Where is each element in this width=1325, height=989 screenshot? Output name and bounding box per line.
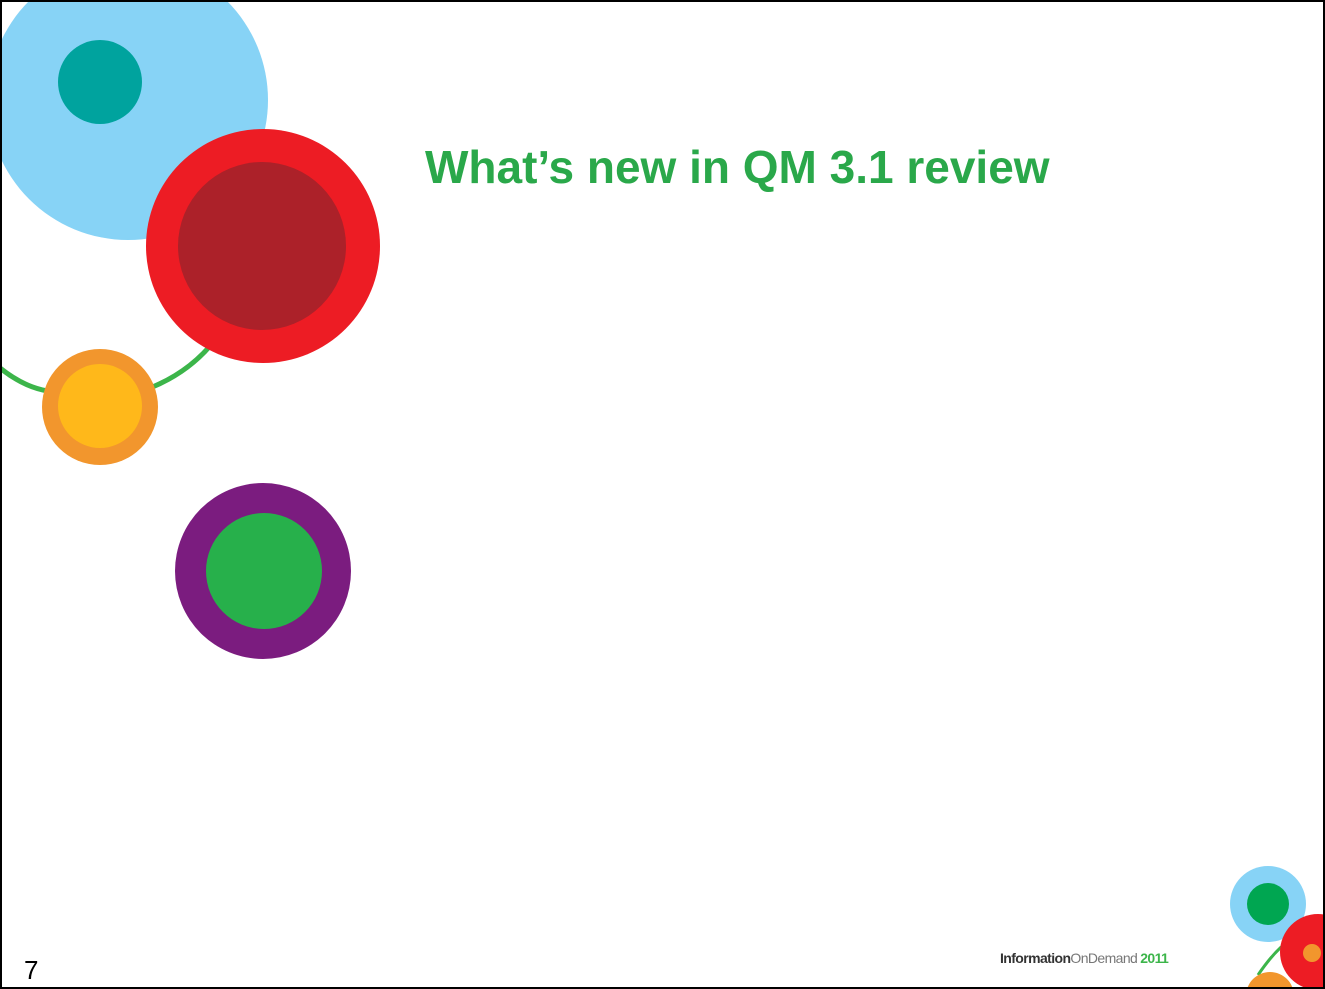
logo-orange-dot xyxy=(1303,944,1321,962)
logo-green-circle xyxy=(1247,883,1289,925)
slide: What’s new in QM 3.1 review 7 Informatio… xyxy=(0,0,1325,989)
dark-red-circle xyxy=(178,162,346,330)
green-circle xyxy=(206,513,322,629)
page-number: 7 xyxy=(24,955,38,985)
teal-circle xyxy=(58,40,142,124)
logo-part: OnDemand xyxy=(1070,950,1137,966)
yellow-circle xyxy=(58,364,142,448)
logo-year: 2011 xyxy=(1140,950,1169,966)
page: What’s new in QM 3.1 review 7 Informatio… xyxy=(0,0,1325,989)
logo-part: Information xyxy=(1000,950,1070,966)
slide-title: What’s new in QM 3.1 review xyxy=(425,141,1050,193)
